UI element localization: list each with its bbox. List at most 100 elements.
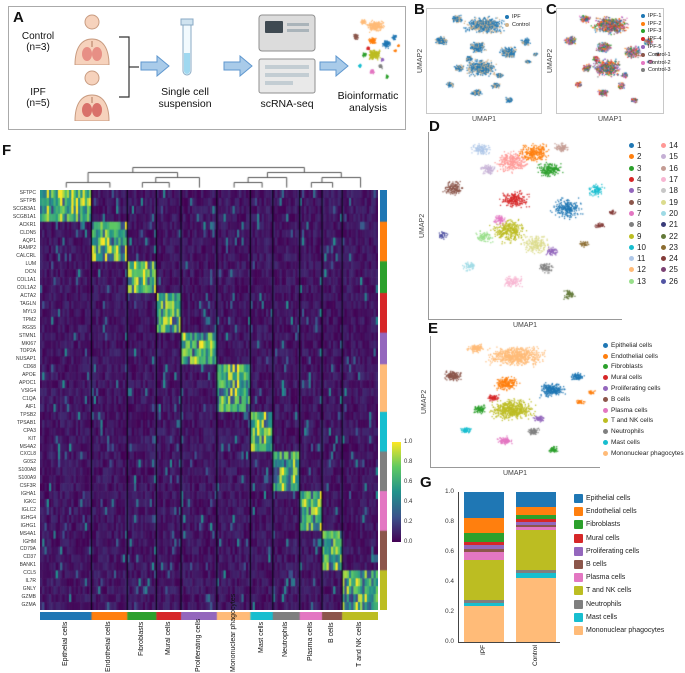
legend-item: 14 <box>661 140 678 151</box>
gene-label: IGHM <box>22 538 36 545</box>
marker-gene-heatmap <box>40 190 378 610</box>
legend-item: Endothelial cells <box>603 351 684 362</box>
control-group-label: Control (n=3) <box>11 31 65 53</box>
legend-item: B cells <box>574 558 664 571</box>
legend-swatch <box>574 625 583 635</box>
legend-swatch <box>603 342 608 348</box>
step2-label: scRNA-seq <box>260 98 314 110</box>
gene-label: CLDN5 <box>19 229 36 236</box>
gene-label: RGS5 <box>22 324 36 331</box>
bar-segment <box>516 573 556 578</box>
legend-swatch <box>505 23 509 27</box>
legend-item: 19 <box>661 196 678 207</box>
bar-segment <box>464 552 504 560</box>
legend-item: 2 <box>629 151 646 162</box>
legend-item: Control <box>505 21 530 29</box>
legend-swatch <box>641 60 645 65</box>
gene-label: IGHG1 <box>20 522 36 529</box>
legend-swatch <box>629 154 634 160</box>
legend-label: Neutrophils <box>611 428 644 436</box>
gene-label: VSIG4 <box>21 388 36 395</box>
legend-label: Control-2 <box>648 59 671 66</box>
legend-swatch <box>505 15 509 19</box>
legend-item: Control-3 <box>641 67 671 75</box>
umap-c-plot <box>557 9 663 113</box>
legend-swatch <box>603 386 608 392</box>
panel-label-b: B <box>414 1 425 18</box>
legend-label: T and NK cells <box>586 587 632 595</box>
legend-item: 12 <box>629 264 646 275</box>
ipf-group-label: IPF (n=5) <box>11 87 65 109</box>
legend-label: 22 <box>669 231 678 241</box>
legend-label: Mast cells <box>586 613 618 621</box>
legend-item: 7 <box>629 208 646 219</box>
legend-item: Control-1 <box>641 51 671 59</box>
colorbar-ticks: 1.0 0.8 0.6 0.4 0.2 0.0 <box>404 439 418 546</box>
heatmap-column-label: Plasma cells <box>306 622 314 662</box>
legend-item: 4 <box>629 174 646 185</box>
gene-label: TPM2 <box>22 316 36 323</box>
arrow-icon <box>319 55 349 77</box>
legend-label: Mural cells <box>611 374 643 382</box>
y-axis-tick: 1.0 <box>444 488 454 495</box>
legend-swatch <box>629 244 634 250</box>
panel-label-d: D <box>429 118 440 135</box>
legend-label: Control <box>512 22 530 28</box>
gene-label: MKI67 <box>21 340 36 347</box>
legend-item: 9 <box>629 230 646 241</box>
bar-x-label: IPF <box>480 645 487 656</box>
legend-label: Mononuclear phagocytes <box>611 449 684 457</box>
legend-item: 3 <box>629 163 646 174</box>
legend-label: Epithelial cells <box>611 341 653 349</box>
column-group-strip <box>40 612 378 620</box>
legend-swatch <box>629 143 634 149</box>
gene-label: GZMB <box>21 594 36 601</box>
legend-item: T and NK cells <box>603 416 684 427</box>
legend-label: 24 <box>669 254 678 264</box>
legend-swatch <box>574 599 583 609</box>
legend-swatch <box>641 29 645 34</box>
legend-swatch <box>574 612 583 622</box>
gene-label: MS4A2 <box>19 443 36 450</box>
legend-item: 20 <box>661 208 678 219</box>
gene-label: G0S2 <box>23 459 36 466</box>
gene-label: CPA3 <box>23 427 36 434</box>
stacked-bar-ipf <box>464 492 504 642</box>
legend-item: 15 <box>661 151 678 162</box>
gene-label: IGHG4 <box>20 514 36 521</box>
legend-item: IPF-1 <box>641 12 671 20</box>
bar-segment <box>464 559 504 600</box>
legend-label: 11 <box>637 254 646 264</box>
legend-swatch <box>629 165 634 171</box>
legend-item: 16 <box>661 163 678 174</box>
legend-item: 10 <box>629 242 646 253</box>
legend-label: 3 <box>637 163 642 173</box>
legend-swatch <box>629 256 634 262</box>
colorbar-tick: 0.8 <box>404 459 413 465</box>
legend-swatch <box>661 233 666 239</box>
legend-item: 21 <box>661 219 678 230</box>
gene-label: CD37 <box>23 554 36 561</box>
legend-swatch <box>661 165 666 171</box>
legend-label: Mural cells <box>586 534 620 542</box>
umap-b-frame <box>426 8 542 114</box>
legend-swatch <box>641 52 645 57</box>
heatmap-column-label: T and NK cells <box>356 622 364 668</box>
gene-label: ACKR1 <box>19 221 36 228</box>
legend-swatch <box>574 573 583 583</box>
gene-label: CD68 <box>23 364 36 371</box>
gene-label: ACTA2 <box>20 292 36 299</box>
legend-label: 18 <box>669 186 678 196</box>
bar-segment <box>464 549 504 552</box>
legend-label: Fibroblasts <box>586 521 621 529</box>
gene-label: RAMP2 <box>18 245 36 252</box>
gene-label: S100A9 <box>18 475 36 482</box>
legend-item: Fibroblasts <box>574 518 664 531</box>
legend-swatch <box>661 177 666 183</box>
legend-label: IPF-1 <box>648 12 662 19</box>
legend-item: 26 <box>661 276 678 287</box>
gene-label: C1QA <box>22 395 36 402</box>
panel-a-workflow: A Control (n=3) IPF (n=5) <box>8 6 406 130</box>
ipf-label-line2: (n=5) <box>26 98 50 110</box>
legend-swatch <box>661 188 666 194</box>
